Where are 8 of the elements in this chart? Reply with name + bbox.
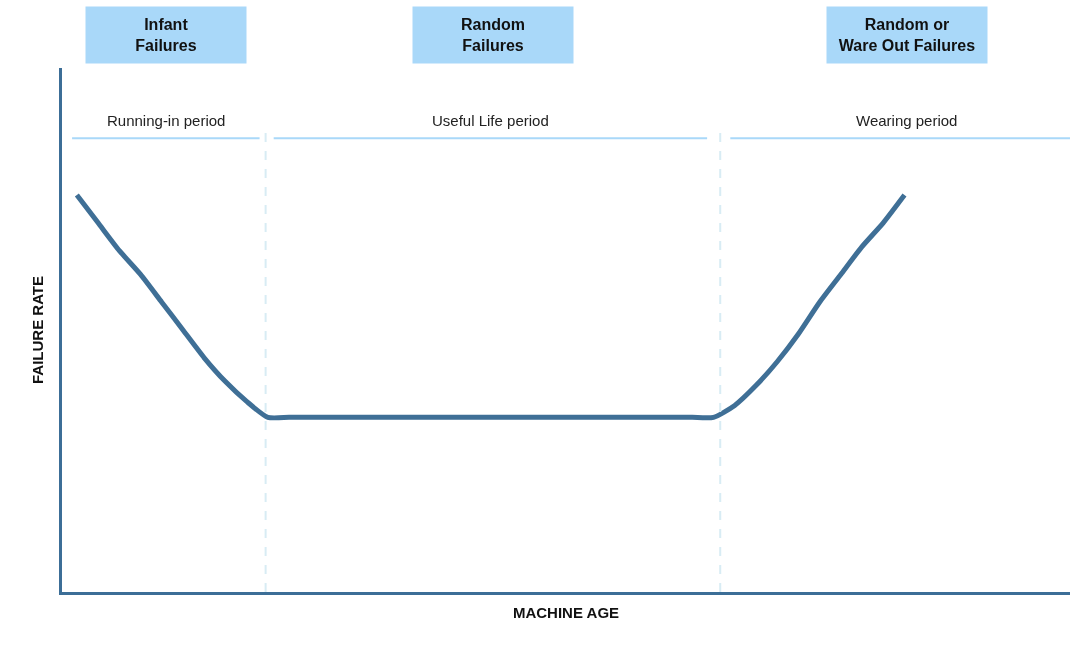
text: Infant Failures (135, 16, 197, 54)
text: Wearing period (856, 112, 958, 129)
y-axis-title: FAILURE RATE (29, 275, 47, 385)
text: Running-in period (107, 112, 226, 129)
text: Useful Life period (432, 112, 549, 129)
text: Random Failures (461, 16, 525, 54)
text: Random or Ware Out Failures (838, 16, 976, 54)
x-axis-title: MACHINE AGE (512, 604, 620, 621)
